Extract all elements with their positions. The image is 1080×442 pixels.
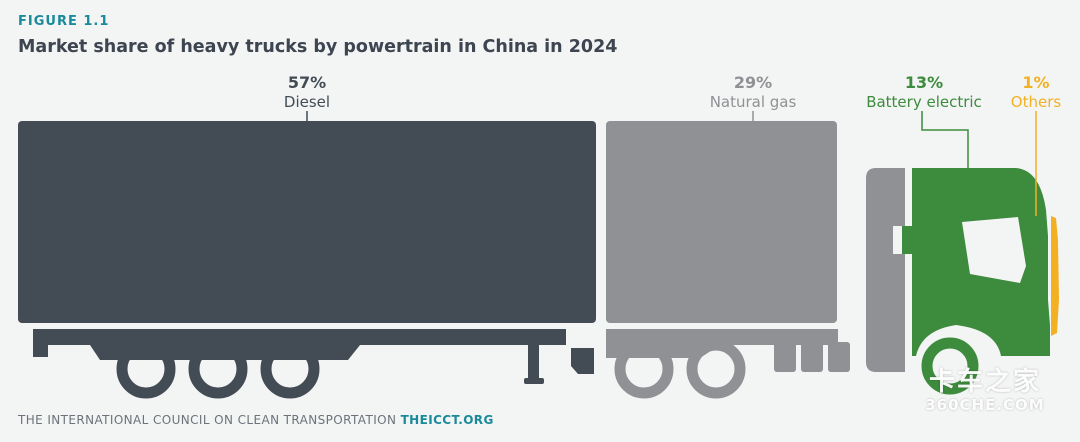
- others-value-label: 1%: [1022, 73, 1049, 92]
- battery-electric-name-label: Battery electric: [866, 93, 982, 111]
- battery-electric-wheel: [921, 337, 979, 395]
- cab-window: [962, 217, 1026, 283]
- figure-label: FIGURE 1.1: [18, 14, 110, 29]
- footer: THE INTERNATIONAL COUNCIL ON CLEAN TRANS…: [18, 413, 494, 427]
- natural-gas-fuel-tank: [828, 342, 850, 372]
- natural-gas-value-label: 29%: [734, 73, 772, 92]
- natural-gas-name-label: Natural gas: [710, 93, 797, 111]
- footer-org: THE INTERNATIONAL COUNCIL ON CLEAN TRANS…: [18, 413, 397, 427]
- natural-gas-wheel: [686, 339, 746, 399]
- others-segment: [1051, 216, 1059, 336]
- watermark-en: 360CHE.COM: [925, 396, 1045, 414]
- diesel-landing-gear: [528, 332, 539, 384]
- battery-electric-leader-line: [921, 111, 969, 168]
- diesel-wheel: [260, 339, 320, 399]
- diesel-landing-gear-foot: [524, 378, 544, 384]
- natural-gas-segment: [606, 121, 837, 323]
- diesel-value-label: 57%: [288, 73, 326, 92]
- watermark-logo: 卡车之家 360CHE.COM: [905, 368, 1065, 414]
- diesel-wheel: [116, 339, 176, 399]
- natural-gas-fuel-tank: [801, 342, 823, 372]
- watermark-cn: 卡车之家: [928, 367, 1041, 397]
- diesel-segment: [18, 121, 596, 323]
- natural-gas-fuel-tank: [774, 342, 796, 372]
- diesel-hitch: [571, 348, 594, 374]
- diesel-name-label: Diesel: [284, 93, 330, 111]
- diesel-wheel: [188, 339, 248, 399]
- natural-gas-wheel: [614, 339, 674, 399]
- others-name-label: Others: [1011, 93, 1062, 111]
- chart-title: Market share of heavy trucks by powertra…: [18, 37, 618, 57]
- battery-electric-value-label: 13%: [905, 73, 943, 92]
- footer-site-link[interactable]: THEICCT.ORG: [400, 413, 494, 427]
- natural-gas-cab-rear: [866, 168, 905, 372]
